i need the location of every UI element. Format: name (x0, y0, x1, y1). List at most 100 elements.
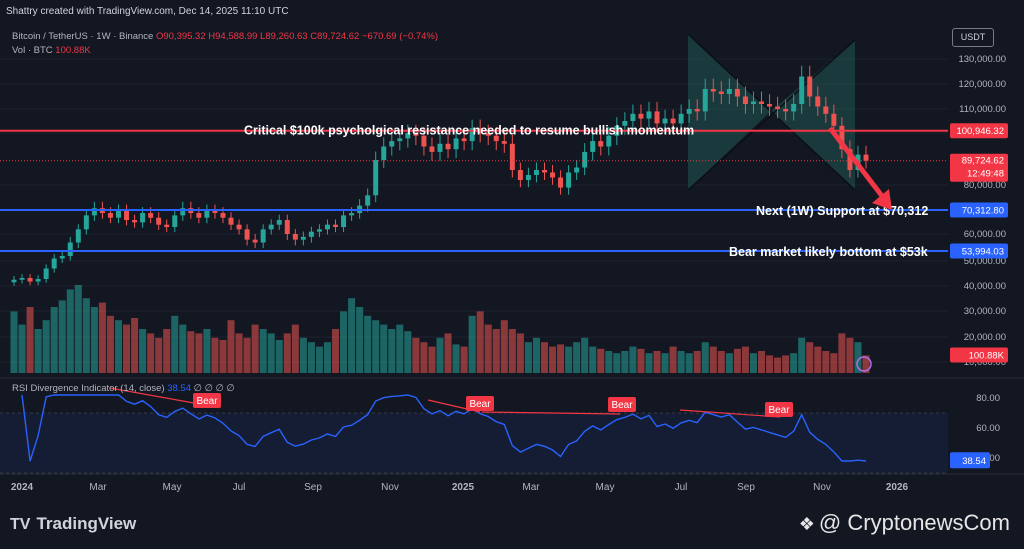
volume-bar-81 (661, 353, 669, 373)
candle-body-52 (429, 146, 435, 152)
candle-body-4 (43, 268, 49, 279)
volume-bar-80 (653, 351, 661, 373)
candle-body-14 (124, 210, 130, 221)
candle-body-0 (11, 279, 17, 283)
volume-bar-42 (348, 298, 356, 373)
candle-body-46 (381, 146, 387, 160)
candle-body-83 (678, 113, 684, 124)
volume-bar-79 (645, 353, 653, 373)
volume-bar-64 (524, 342, 532, 373)
candle-body-85 (694, 109, 700, 112)
triangle-diagonal-a (687, 33, 856, 191)
volume-bar-85 (693, 351, 701, 373)
down-arrow-shaft (828, 126, 884, 198)
volume-bar-67 (549, 346, 557, 373)
volume-bar-60 (492, 329, 500, 373)
rsi-tick-0: 80.00 (976, 393, 1000, 404)
volume-bar-33 (275, 340, 283, 373)
candle-body-28 (236, 224, 242, 230)
bear-divergence-3 (679, 409, 781, 418)
candle-body-34 (284, 220, 290, 234)
candle-body-3 (35, 279, 41, 282)
volume-bar-75 (613, 353, 621, 373)
candle-body-97 (791, 104, 797, 112)
volume-bar-34 (283, 333, 291, 373)
candle-body-91 (742, 96, 748, 104)
volume-bar-98 (798, 337, 806, 373)
triangle-right (770, 40, 855, 190)
candle-body-1 (19, 278, 25, 280)
volume-bar-11 (98, 302, 106, 373)
volume-bar-47 (388, 329, 396, 373)
candle-body-104 (847, 149, 853, 170)
price-tick-8: 30,000.00 (964, 306, 1006, 317)
volume-bar-61 (500, 320, 508, 373)
symbol-legend: Bitcoin / TetherUS · 1W · Binance O90,39… (12, 31, 438, 42)
lightning-icon (856, 356, 872, 372)
candle-body-63 (517, 170, 523, 180)
candle-body-95 (775, 106, 781, 109)
candle-body-102 (831, 113, 837, 126)
volume-bar-86 (701, 342, 709, 373)
volume-bar-99 (806, 342, 814, 373)
candle-body-19 (164, 224, 170, 228)
volume-bar-51 (420, 342, 428, 373)
bear-label-3: Bear (768, 405, 790, 416)
candle-body-88 (718, 91, 724, 94)
volume-bar-82 (669, 346, 677, 373)
candle-body-53 (437, 143, 443, 152)
time-tick-4: Sep (304, 482, 322, 493)
volume-label: Vol · BTC (12, 45, 53, 56)
volume-bar-21 (179, 324, 187, 373)
time-tick-0: 2024 (11, 482, 34, 493)
triangle-diagonal-b (687, 39, 856, 191)
credit-name: CryptonewsCom (847, 510, 1010, 535)
countdown-badge: 12:49:48 (967, 169, 1004, 180)
candle-body-106 (863, 154, 869, 161)
volume-bar-92 (749, 353, 757, 373)
candle-body-55 (453, 138, 459, 150)
price-tick-9: 20,000.00 (964, 332, 1006, 343)
volume-bar-35 (291, 324, 299, 373)
symbol-name[interactable]: Bitcoin / TetherUS · 1W · Binance (12, 31, 154, 42)
credit-prefix: @ (818, 510, 842, 535)
ohlc-open: O90,395.32 (155, 31, 206, 42)
volume-bar-76 (621, 351, 629, 373)
volume-bar-89 (725, 353, 733, 373)
volume-bar-39 (323, 342, 331, 373)
down-arrow-head (872, 189, 892, 210)
candle-body-38 (316, 229, 322, 232)
volume-bar-7 (66, 289, 74, 373)
rsi-value: 38.54 (167, 383, 192, 394)
candle-body-86 (702, 89, 708, 112)
candle-body-93 (759, 101, 765, 104)
candle-body-98 (799, 76, 805, 104)
price-tick-5: 60,000.00 (964, 229, 1006, 240)
time-tick-7: Mar (522, 482, 540, 493)
ohlc-close: C89,724.62 (310, 31, 360, 42)
volume-bar-104 (846, 337, 854, 373)
volume-bar-52 (428, 346, 436, 373)
candle-body-23 (196, 213, 202, 218)
volume-bar-40 (331, 329, 340, 373)
volume-bar-5 (50, 307, 58, 373)
volume-bar-94 (766, 355, 774, 373)
volume-bar-93 (757, 351, 766, 373)
volume-bar-57 (468, 315, 476, 373)
volume-bar-22 (187, 331, 195, 373)
currency-badge[interactable]: USDT (952, 28, 994, 47)
volume-bar-66 (540, 342, 549, 373)
candle-body-32 (268, 224, 274, 230)
current-badge-bg (950, 153, 1008, 182)
bottom-badge: 53,994.03 (962, 246, 1004, 257)
candle-body-5 (51, 258, 57, 269)
volume-bar-78 (637, 348, 645, 373)
tradingview-logo: TV TradingView (10, 514, 136, 534)
candle-body-62 (509, 143, 515, 170)
volume-bar-45 (372, 320, 380, 373)
volume-bar-8 (74, 285, 82, 373)
volume-bar-0 (10, 311, 18, 373)
candle-body-26 (220, 213, 226, 218)
time-tick-5: Nov (381, 482, 399, 493)
